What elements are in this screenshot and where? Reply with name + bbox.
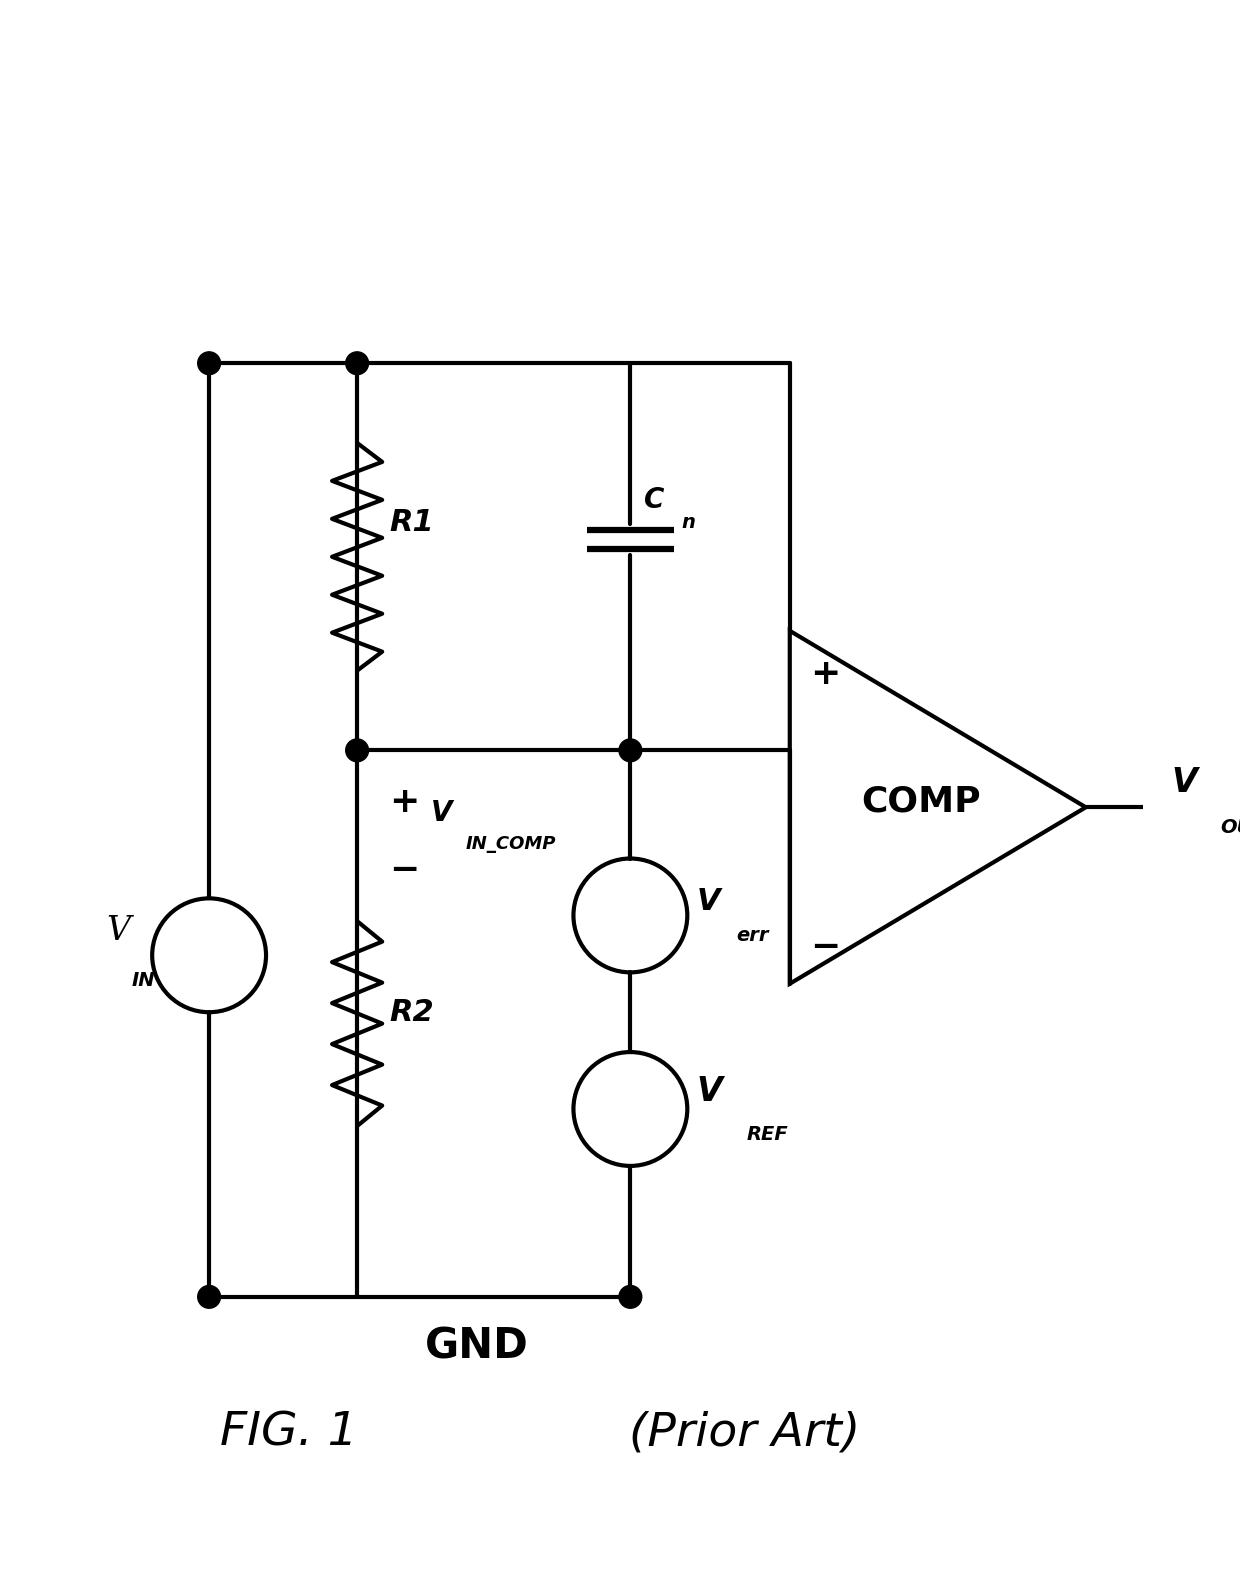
Text: V: V [432,799,453,827]
Text: GND: GND [425,1326,528,1367]
Text: $V$: $V$ [107,913,135,946]
Text: REF: REF [746,1125,789,1144]
Text: R2: R2 [389,998,434,1026]
Circle shape [197,351,221,375]
Text: err: err [737,926,769,946]
Circle shape [346,739,368,761]
Text: OUT: OUT [1220,819,1240,838]
Circle shape [619,1285,642,1309]
Text: +: + [810,657,841,690]
Text: V: V [1172,766,1197,799]
Text: IN_COMP: IN_COMP [465,835,556,852]
Text: +: + [389,784,419,819]
Text: −: − [810,930,841,965]
Text: n: n [682,513,696,532]
Text: R1: R1 [389,508,434,537]
Circle shape [197,1285,221,1309]
Text: FIG. 1: FIG. 1 [219,1411,357,1456]
Text: −: − [389,854,419,886]
Text: C: C [644,486,665,515]
Text: IN: IN [131,971,155,990]
Circle shape [346,351,368,375]
Circle shape [619,739,642,761]
Text: COMP: COMP [861,784,981,819]
Text: (Prior Art): (Prior Art) [629,1411,859,1456]
Text: V: V [697,888,720,916]
Text: V: V [697,1075,722,1108]
